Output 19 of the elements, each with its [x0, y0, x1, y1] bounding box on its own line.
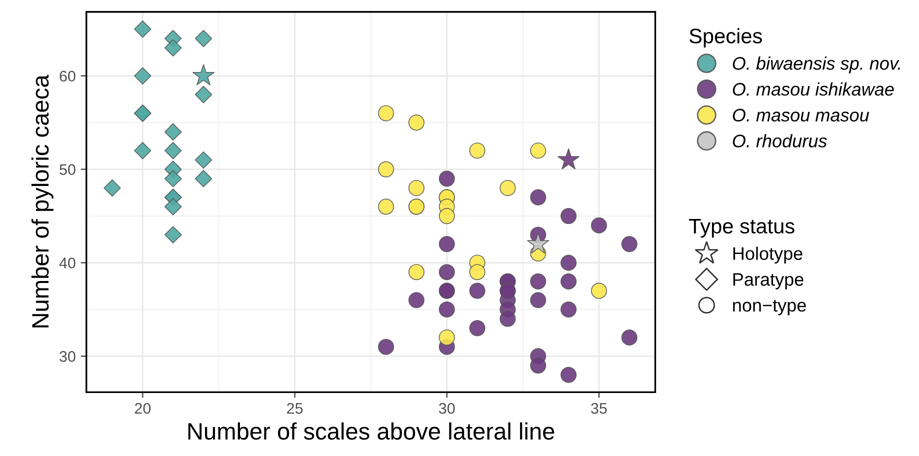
y-tick-label: 30	[60, 351, 76, 362]
legend-title: Species	[690, 28, 762, 48]
x-tick-label: 35	[591, 402, 607, 414]
legend-label: O. biwaensis sp. nov.	[732, 56, 900, 74]
legend-label: non−type	[733, 300, 806, 316]
y-tick-label: 40	[59, 258, 76, 268]
x-axis-title: Number of scales above lateral line	[188, 422, 554, 440]
x-tick-label: 30	[438, 402, 455, 414]
y-tick-label: 50	[60, 164, 76, 175]
legend-label: Paratype	[733, 273, 804, 290]
text: Type status	[689, 219, 794, 238]
x-tick-label: 25	[287, 402, 303, 414]
legend-label: Holotype	[733, 246, 802, 264]
x-tick-label: 20	[134, 402, 151, 414]
legend-label: O. masou masou	[732, 108, 870, 122]
y-tick-label: 60	[60, 70, 76, 82]
legend-label: O. rhodurus	[732, 134, 827, 148]
y-axis-title: Number of pyloric caeca	[31, 74, 54, 328]
legend-label: O. masou ishikawae	[732, 82, 894, 96]
